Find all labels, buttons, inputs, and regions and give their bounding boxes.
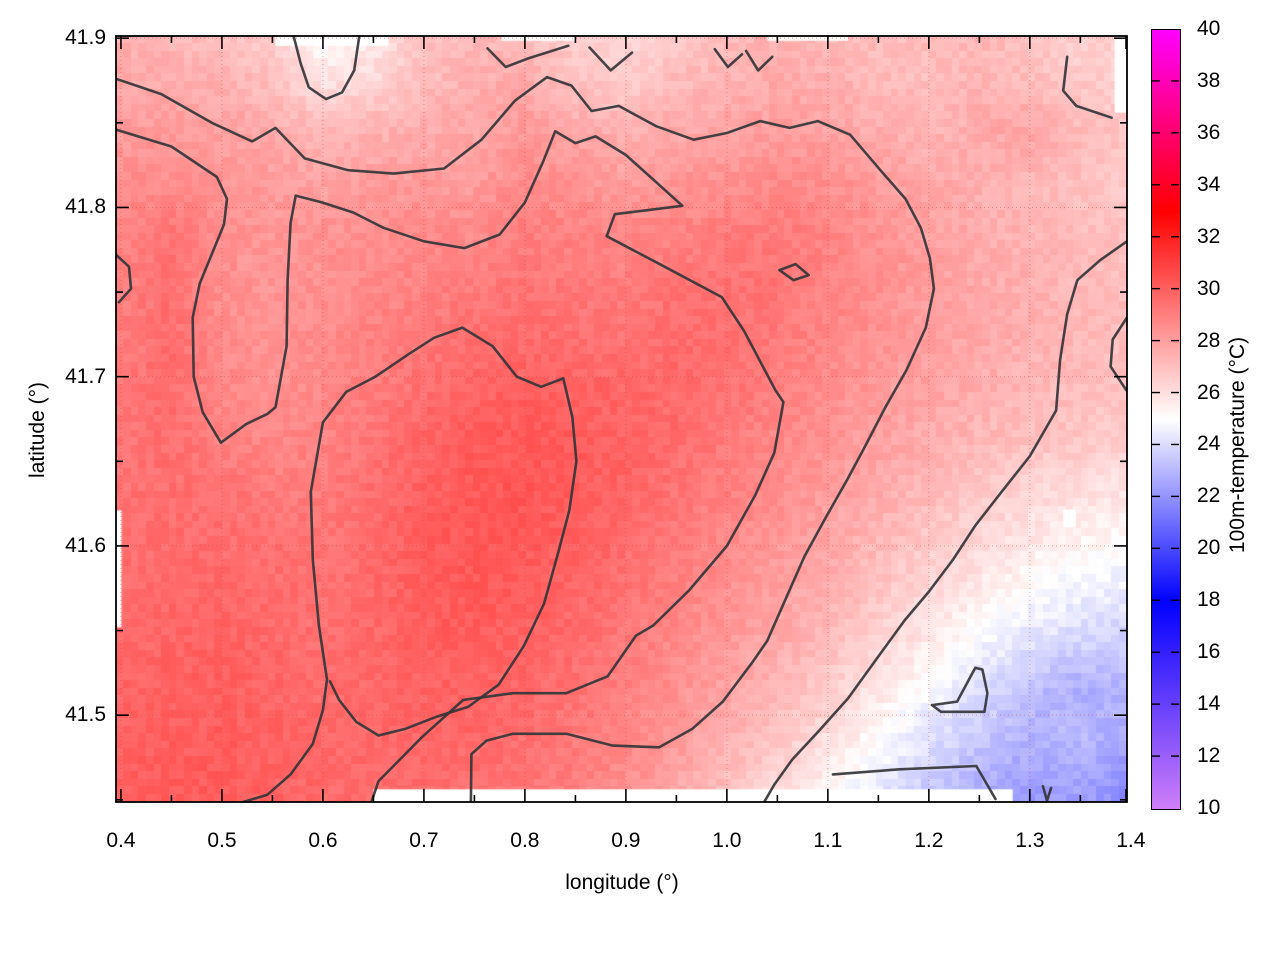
contour-line xyxy=(588,46,634,72)
contour-line xyxy=(116,128,785,802)
x-tick-label: 0.8 xyxy=(510,829,540,852)
colorbar-tick-label: 14 xyxy=(1197,692,1221,716)
y-tick-label: 41.7 xyxy=(65,364,106,388)
contour-line xyxy=(713,47,744,69)
contour-line xyxy=(116,75,936,802)
colorbar-tick-label: 12 xyxy=(1197,744,1221,768)
colorbar-tick-label: 38 xyxy=(1197,68,1221,92)
y-axis-label: latitude (°) xyxy=(26,382,49,478)
colorbar-tick-label: 18 xyxy=(1197,588,1221,612)
contour-line xyxy=(1061,55,1113,119)
x-tick-label: 0.6 xyxy=(308,829,338,852)
x-tick-label: 1.2 xyxy=(914,829,944,852)
contour-line xyxy=(930,666,989,714)
x-tick-label: 1.3 xyxy=(1015,829,1045,852)
contour-line xyxy=(831,764,997,801)
y-tick-label: 41.9 xyxy=(65,26,106,50)
plot-border xyxy=(115,35,1128,803)
colorbar-label: 100m-temperature (°C) xyxy=(1226,336,1249,554)
colorbar-tick-label: 16 xyxy=(1197,640,1221,664)
contour-line xyxy=(762,240,1127,802)
contour-line xyxy=(1109,316,1127,392)
colorbar-tick-label: 30 xyxy=(1197,276,1221,300)
contour-line xyxy=(778,262,811,282)
colorbar-tick-label: 28 xyxy=(1197,328,1221,352)
colorbar-tick-label: 34 xyxy=(1197,172,1221,196)
colorbar-tick-label: 10 xyxy=(1197,796,1221,819)
x-tick-label: 0.4 xyxy=(106,829,136,852)
colorbar-tick-label: 20 xyxy=(1197,536,1221,560)
y-tick-label: 41.6 xyxy=(65,533,106,557)
contour-line xyxy=(486,44,570,69)
colorbar-tick-label: 32 xyxy=(1197,224,1221,248)
colorbar-tick-label: 24 xyxy=(1197,432,1221,456)
y-tick-label: 41.5 xyxy=(65,703,106,727)
colorbar-tick-label: 36 xyxy=(1197,120,1221,144)
contour-line xyxy=(292,36,361,101)
colorbar-tick-label: 26 xyxy=(1197,380,1221,404)
contour-line xyxy=(116,253,133,304)
x-tick-label: 1.0 xyxy=(712,829,742,852)
heatmap-canvas xyxy=(116,36,1127,802)
x-axis-label: longitude (°) xyxy=(565,871,679,894)
contour-line xyxy=(241,326,578,802)
y-tick-label: 41.8 xyxy=(65,195,106,219)
x-tick-label: 0.7 xyxy=(409,829,439,852)
x-tick-label: 0.9 xyxy=(611,829,641,852)
colorbar-tick-label: 22 xyxy=(1197,484,1221,508)
colorbar-gradient xyxy=(1151,29,1181,810)
x-tick-label: 1.4 xyxy=(1116,829,1146,852)
contour-line xyxy=(1041,784,1053,802)
colorbar-tick-label: 40 xyxy=(1197,17,1221,40)
contour-line xyxy=(744,49,774,72)
x-tick-label: 0.5 xyxy=(207,829,237,852)
x-tick-label: 1.1 xyxy=(813,829,843,852)
